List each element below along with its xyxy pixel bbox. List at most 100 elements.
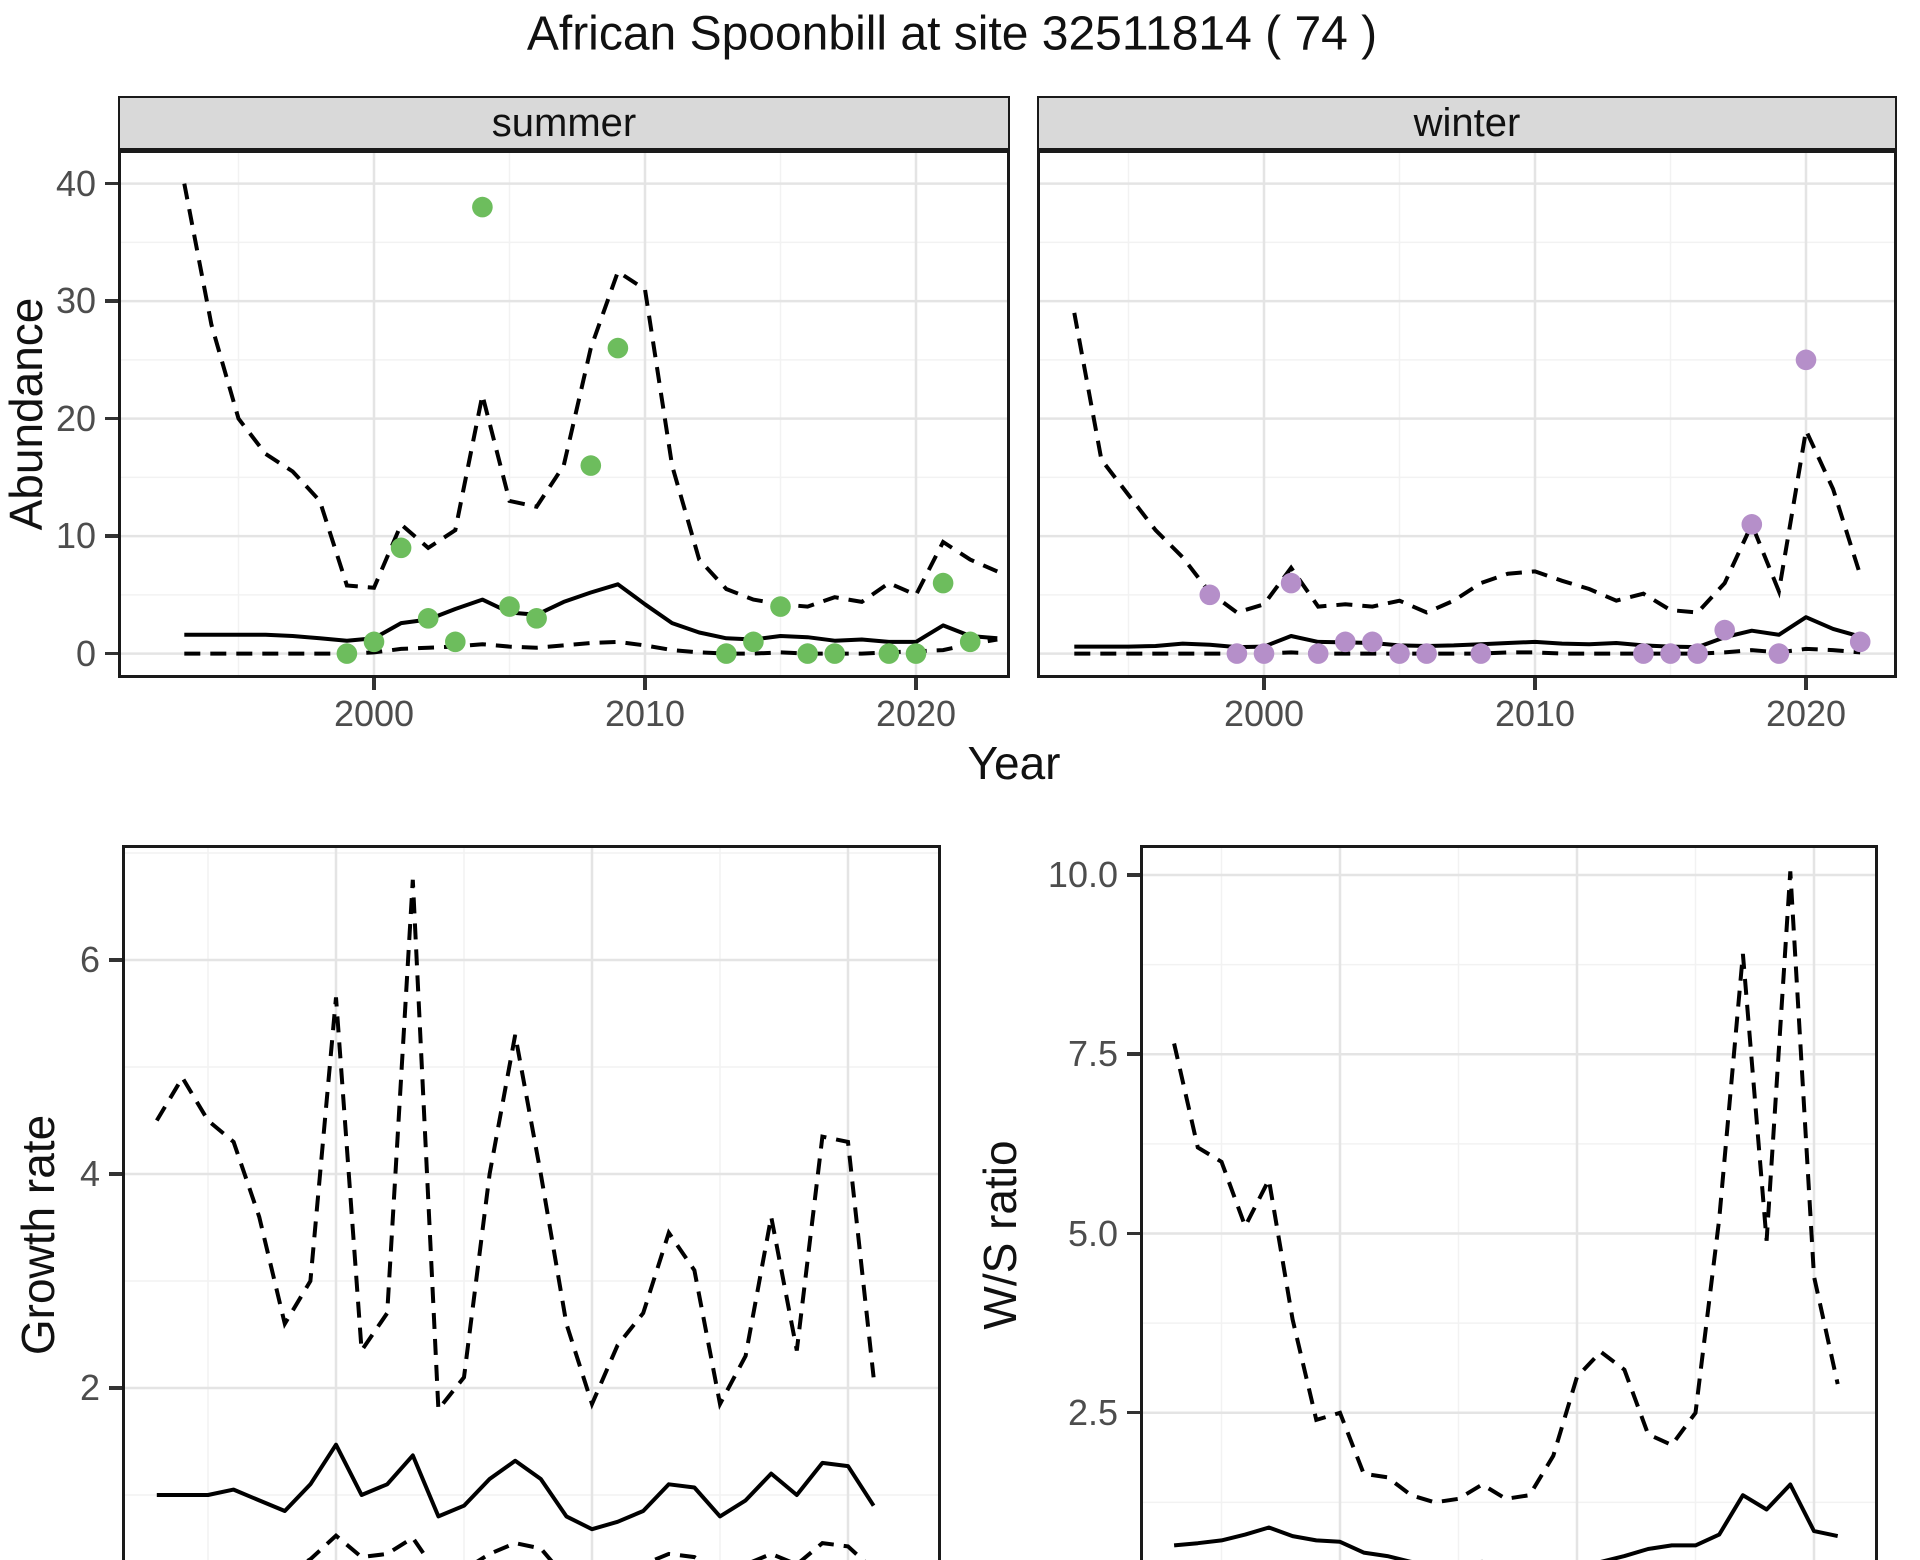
y-tick-mark xyxy=(1127,1410,1140,1415)
y-tick-mark xyxy=(1127,1231,1140,1235)
year-axis-title-top: Year xyxy=(967,737,1061,789)
data-point xyxy=(1226,643,1248,664)
x-tick-label: 2000 xyxy=(333,693,415,734)
data-point xyxy=(417,608,439,629)
y-tick-label: 2.5 xyxy=(1067,1391,1118,1433)
data-point xyxy=(1335,631,1356,653)
y-tick-mark xyxy=(105,651,118,656)
data-point xyxy=(1795,349,1817,371)
y-tick-mark xyxy=(105,299,118,303)
y-tick-label: 10 xyxy=(55,515,96,557)
ws-ratio-panel xyxy=(1140,845,1878,1560)
y-tick-mark xyxy=(105,534,118,538)
data-point xyxy=(905,643,927,664)
growth-rate-plot xyxy=(125,848,938,1560)
lower-ci-line xyxy=(305,1533,866,1560)
y-tick-label: 20 xyxy=(55,397,96,439)
upper-ci-line xyxy=(182,183,999,609)
data-point xyxy=(770,596,791,617)
abundance-winter-plot xyxy=(1040,153,1894,675)
data-point xyxy=(716,643,737,664)
data-point xyxy=(472,196,493,218)
mean-line xyxy=(184,582,998,644)
facet-strip-winter-label: winter xyxy=(1413,100,1521,145)
data-point xyxy=(1849,631,1871,653)
data-point xyxy=(499,596,520,617)
data-point xyxy=(1199,584,1221,606)
lower-ci-line xyxy=(1074,646,1861,656)
data-point xyxy=(363,631,385,653)
y-tick-label: 7.5 xyxy=(1067,1033,1118,1075)
x-tick-mark xyxy=(643,678,647,690)
x-tick-mark xyxy=(1804,678,1808,690)
abundance-summer-plot xyxy=(121,153,1007,675)
data-point xyxy=(932,572,954,594)
data-point xyxy=(1253,643,1275,664)
x-tick-mark xyxy=(914,678,918,690)
data-point xyxy=(526,608,547,629)
y-tick-label: 4 xyxy=(79,1153,100,1194)
x-tick-mark xyxy=(1533,678,1537,690)
x-tick-label: 2010 xyxy=(1494,693,1576,734)
y-tick-mark xyxy=(109,1172,122,1176)
x-tick-label: 2020 xyxy=(1765,693,1847,734)
data-point xyxy=(959,631,981,653)
y-tick-label: 10.0 xyxy=(1047,854,1118,895)
growth-rate-axis-title: Growth rate xyxy=(12,1114,64,1356)
data-point xyxy=(1741,514,1763,535)
data-point xyxy=(797,643,818,664)
data-point xyxy=(336,643,358,664)
mean-line xyxy=(1074,615,1861,650)
data-point xyxy=(607,337,629,359)
facet-strip-summer: summer xyxy=(118,96,1010,150)
upper-ci-line xyxy=(155,879,876,1415)
page-title: African Spoonbill at site 32511814 ( 74 … xyxy=(526,7,1378,61)
abundance-winter-panel xyxy=(1037,150,1897,678)
y-tick-mark xyxy=(109,958,122,962)
x-tick-mark xyxy=(372,678,376,690)
data-point xyxy=(1633,643,1654,664)
facet-strip-summer-label: summer xyxy=(491,100,637,145)
mean-line xyxy=(1173,1482,1839,1560)
data-point xyxy=(1687,643,1708,664)
data-point xyxy=(743,631,764,653)
y-tick-mark xyxy=(105,181,118,186)
y-tick-mark xyxy=(109,1386,122,1390)
y-tick-label: 2 xyxy=(79,1367,100,1408)
data-point xyxy=(1470,643,1492,664)
data-point xyxy=(1660,643,1681,664)
y-tick-label: 5.0 xyxy=(1067,1212,1118,1254)
data-point xyxy=(1280,572,1302,594)
x-tick-label: 2000 xyxy=(1223,693,1305,734)
y-tick-label: 6 xyxy=(79,939,100,980)
data-point xyxy=(1307,643,1329,664)
data-point xyxy=(1768,643,1790,664)
data-point xyxy=(1389,643,1410,664)
data-point xyxy=(580,455,602,476)
growth-rate-panel xyxy=(122,845,941,1560)
data-point xyxy=(1416,643,1437,664)
upper-ci-line xyxy=(1072,312,1863,615)
data-point xyxy=(824,643,845,664)
x-tick-label: 2010 xyxy=(604,693,686,734)
x-tick-label: 2020 xyxy=(875,693,957,734)
y-tick-label: 40 xyxy=(55,162,96,204)
upper-ci-line xyxy=(1172,871,1840,1505)
lower-ci-line xyxy=(184,637,998,656)
data-point xyxy=(1714,619,1735,641)
data-point xyxy=(878,643,900,664)
y-tick-label: 0 xyxy=(75,632,96,674)
y-tick-mark xyxy=(105,416,118,421)
y-tick-mark xyxy=(1127,873,1140,877)
abundance-summer-panel xyxy=(118,150,1010,678)
facet-strip-winter: winter xyxy=(1037,96,1897,150)
x-tick-mark xyxy=(1262,678,1266,690)
data-point xyxy=(445,631,466,653)
y-tick-mark xyxy=(1127,1052,1140,1056)
data-point xyxy=(1362,631,1383,653)
data-point xyxy=(390,537,412,559)
y-tick-label: 30 xyxy=(55,280,96,322)
ws-ratio-plot xyxy=(1143,848,1875,1560)
mean-line xyxy=(156,1442,876,1532)
